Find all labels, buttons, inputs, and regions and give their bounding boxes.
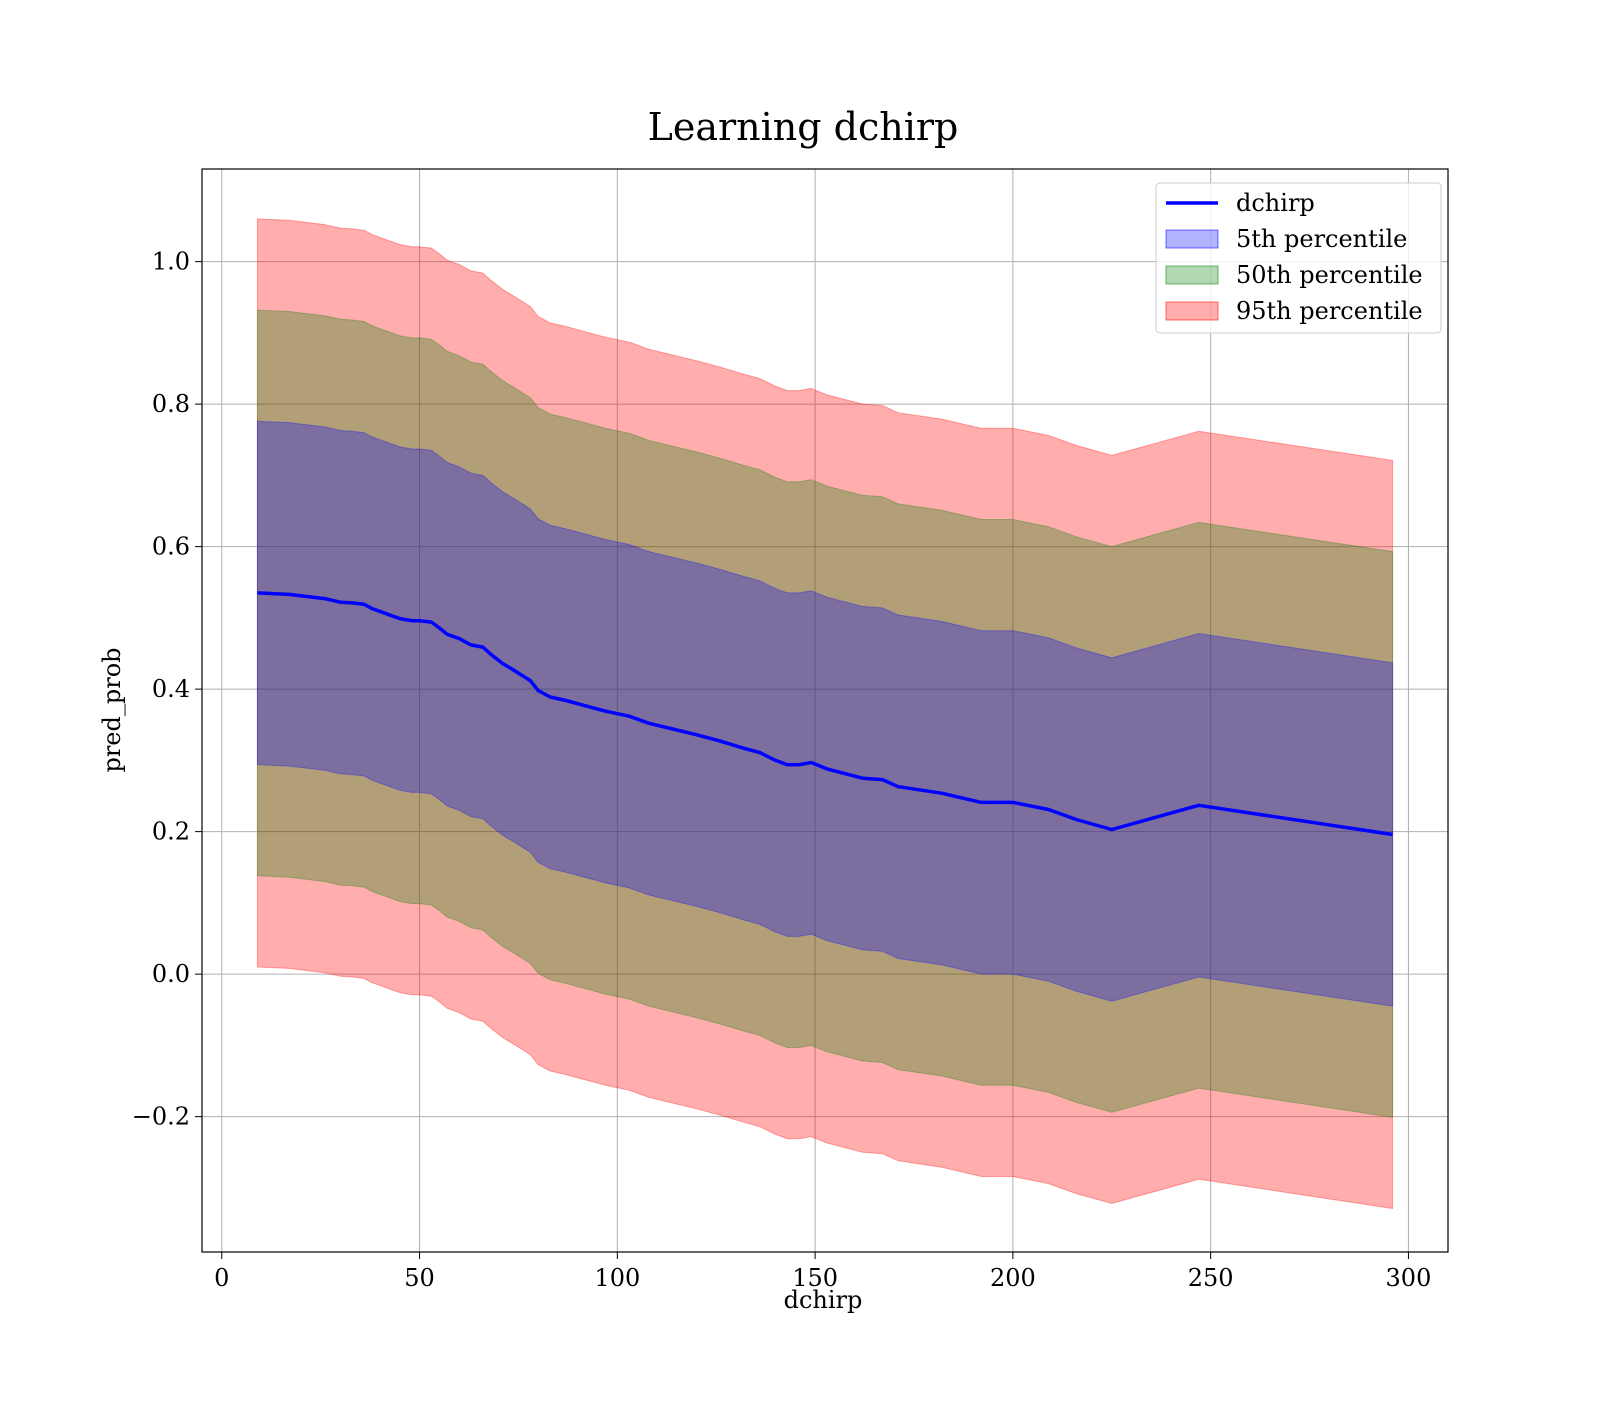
legend-swatch-95th [1165,301,1219,321]
legend-label: dchirp [1236,189,1315,217]
x-tick-label: 300 [1386,1264,1432,1292]
x-tick-label: 150 [792,1264,838,1292]
y-tick-label: −0.2 [132,1103,190,1131]
x-tick-label: 100 [594,1264,640,1292]
y-tick-label: 0.4 [152,675,190,703]
plot-frame [201,168,1449,1253]
y-tick-label: 0.8 [152,390,190,418]
legend-swatch-5th [1165,229,1219,249]
x-tick-label: 0 [214,1264,229,1292]
x-tick-label: 200 [990,1264,1036,1292]
band-5th [256,420,1394,1007]
series-lines [257,591,1393,837]
x-tick-label: 250 [1188,1264,1234,1292]
x-axis-label: dchirp [784,1286,863,1314]
legend-label: 5th percentile [1236,225,1407,253]
chart-title: Learning dchirp [648,105,959,149]
legend-box [1155,182,1442,334]
y-tick-label: 1.0 [152,248,190,276]
legend-label: 95th percentile [1236,297,1423,325]
band-50th [256,309,1394,1118]
legend-swatch-50th [1165,265,1219,285]
y-tick-label: 0.0 [152,960,190,988]
x-tick-label: 50 [404,1264,435,1292]
axis-ticks: 0 50 100 150 200 250 300 −0.2 0.0 0.2 0.4 0.6 0.8 1.0 [132,248,1432,1292]
band-95th [256,218,1394,1210]
series-line-dchirp [257,591,1393,837]
y-tick-label: 0.6 [152,533,190,561]
legend-label: 50th percentile [1236,261,1423,289]
legend: dchirp 5th percentile 50th percentile 95th … [1155,182,1442,334]
y-axis-label: pred_prob [98,647,126,772]
percentile-bands [256,218,1394,1210]
y-tick-label: 0.2 [152,818,190,846]
